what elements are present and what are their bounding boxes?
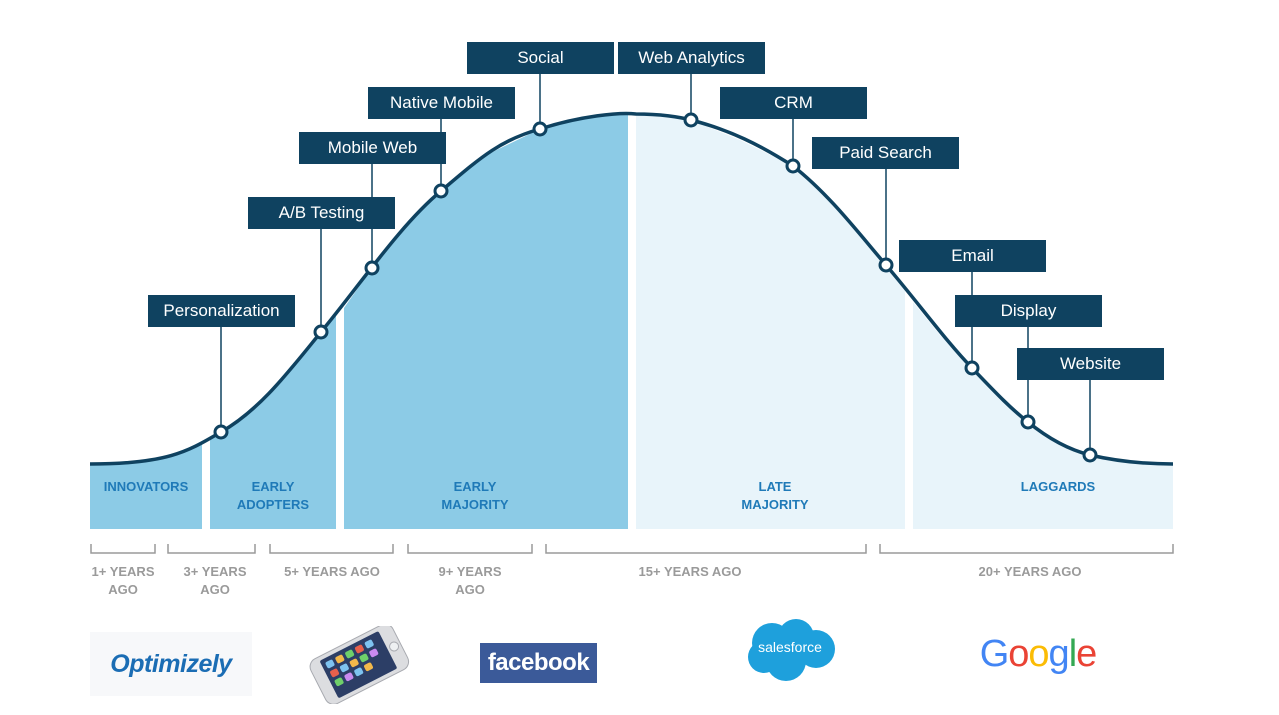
google-letter: l	[1068, 632, 1078, 675]
label-native-mobile: Native Mobile	[368, 87, 515, 119]
label-web-analytics: Web Analytics	[618, 42, 765, 74]
markers	[213, 112, 1098, 463]
label-crm: CRM	[720, 87, 867, 119]
timeline-1-years: 1+ YEARS AGO	[91, 564, 155, 597]
google-logo: Google	[976, 630, 1100, 678]
google-letter: g	[1048, 632, 1070, 675]
google-letter: e	[1076, 632, 1097, 675]
label-paid-search: Paid Search	[812, 137, 959, 169]
label-website: Website	[1017, 348, 1164, 380]
label-social: Social	[467, 42, 614, 74]
timeline-9-years: 9+ YEARS AGO	[438, 564, 502, 597]
google-letter: o	[1028, 632, 1049, 675]
google-letter: o	[1008, 632, 1029, 675]
label-ab-testing: A/B Testing	[248, 197, 395, 229]
segment-fill-early-adopters	[210, 316, 336, 529]
segment-fill-laggards	[913, 302, 1173, 529]
iphone-image	[296, 623, 420, 705]
segment-fill-innovators	[90, 441, 202, 529]
segment-early-majority: EARLY MAJORITY	[441, 479, 509, 512]
facebook-logo: facebook	[480, 643, 597, 683]
timeline-5-years: 5+ YEARS AGO	[284, 564, 380, 579]
salesforce-logo: salesforce	[742, 617, 838, 683]
segment-early-adopters: EARLY ADOPTERS	[236, 479, 310, 512]
label-display: Display	[955, 295, 1102, 327]
segment-fill-late-majority	[636, 114, 905, 529]
google-letter: G	[979, 632, 1010, 675]
optimizely-logo: Optimizely	[90, 632, 252, 696]
label-personalization: Personalization	[148, 295, 295, 327]
timeline-3-years: 3+ YEARS AGO	[183, 564, 247, 597]
timeline-20-years: 20+ YEARS AGO	[978, 564, 1082, 579]
segment-laggards: LAGGARDS	[1020, 479, 1096, 494]
segment-late-majority: LATE MAJORITY	[741, 479, 809, 512]
segment-innovators: INNOVATORS	[103, 479, 189, 494]
label-email: Email	[899, 240, 1046, 272]
label-mobile-web: Mobile Web	[299, 132, 446, 164]
timeline-brackets	[90, 544, 1174, 554]
segment-fill-early-majority	[344, 114, 628, 529]
google-wordmark: Google	[979, 632, 1098, 676]
timeline-15-years: 15+ YEARS AGO	[638, 564, 742, 579]
